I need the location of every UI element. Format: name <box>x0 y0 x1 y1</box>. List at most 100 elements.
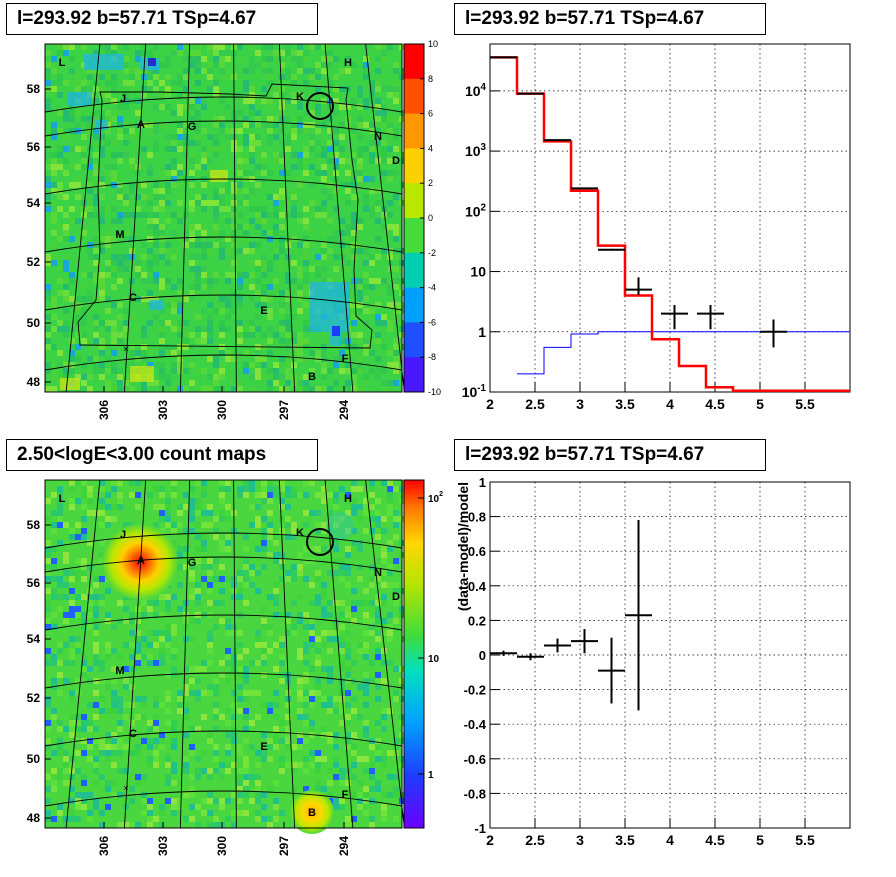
map-pixel <box>393 486 399 492</box>
map-pixel <box>261 122 267 128</box>
map-pixel <box>237 128 243 134</box>
map-pixel <box>273 678 279 684</box>
map-pixel <box>69 606 75 612</box>
y-tick-label: 54 <box>27 632 41 646</box>
map-pixel <box>249 86 255 92</box>
map-pixel <box>393 588 399 594</box>
map-pixel <box>165 380 171 386</box>
map-pixel <box>147 726 153 732</box>
map-pixel <box>375 122 381 128</box>
map-pixel <box>393 224 399 230</box>
map-pixel <box>243 332 249 338</box>
map-pixel <box>249 798 255 804</box>
map-pixel <box>123 44 129 50</box>
map-pixel <box>177 582 183 588</box>
map-pixel <box>51 314 57 320</box>
colorbar-frame <box>403 43 425 393</box>
map-pixel <box>81 516 87 522</box>
map-pixel <box>225 798 231 804</box>
map-pixel <box>351 374 357 380</box>
map-pixel <box>63 522 69 528</box>
map-pixel <box>255 660 261 666</box>
map-pixel <box>285 338 291 344</box>
map-pixel <box>327 194 333 200</box>
map-pixel <box>237 236 243 242</box>
map-pixel <box>369 762 375 768</box>
map-pixel <box>147 74 153 80</box>
map-pixel <box>255 326 261 332</box>
map-pixel <box>195 690 201 696</box>
map-pixel <box>243 158 249 164</box>
y-tick-label: 52 <box>27 255 41 269</box>
map-pixel <box>321 546 327 552</box>
map-pixel <box>135 636 141 642</box>
map-pixel <box>105 236 111 242</box>
map-pixel <box>165 56 171 62</box>
map-pixel <box>309 68 315 74</box>
map-pixel <box>117 134 123 140</box>
map-pixel <box>129 822 135 828</box>
map-pixel <box>285 44 291 50</box>
map-pixel <box>363 122 369 128</box>
map-pixel <box>45 660 51 666</box>
map-pixel <box>87 666 93 672</box>
map-pixel <box>63 368 69 374</box>
map-pixel <box>210 170 228 182</box>
map-pixel <box>249 326 255 332</box>
map-pixel <box>195 498 201 504</box>
map-pixel <box>123 62 129 68</box>
map-pixel <box>249 260 255 266</box>
map-pixel <box>369 86 375 92</box>
y-tick-label: 52 <box>27 691 41 705</box>
colorbar-tick-label: -2 <box>428 248 436 258</box>
map-pixel <box>357 218 363 224</box>
map-pixel <box>183 92 189 98</box>
map-pixel <box>201 272 207 278</box>
map-pixel <box>51 182 57 188</box>
map-pixel <box>93 68 99 74</box>
map-pixel <box>387 128 393 134</box>
map-pixel <box>117 804 123 810</box>
map-pixel <box>231 296 237 302</box>
x-tick-label: 2 <box>486 396 494 412</box>
map-pixel <box>375 374 381 380</box>
map-pixel <box>375 218 381 224</box>
map-pixel <box>111 236 117 242</box>
map-pixel <box>87 612 93 618</box>
map-pixel <box>273 558 279 564</box>
map-pixel <box>147 164 153 170</box>
map-pixel <box>243 134 249 140</box>
map-pixel <box>87 714 93 720</box>
map-pixel <box>303 152 309 158</box>
map-pixel <box>93 134 99 140</box>
map-pixel <box>315 594 321 600</box>
map-pixel <box>339 104 345 110</box>
x-tick-label: 2.5 <box>525 832 545 848</box>
map-pixel <box>297 152 303 158</box>
map-pixel <box>243 762 249 768</box>
map-pixel <box>195 128 201 134</box>
map-pixel <box>207 720 213 726</box>
map-pixel <box>309 350 315 356</box>
map-pixel <box>129 612 135 618</box>
map-pixel <box>219 122 225 128</box>
map-pixel <box>321 92 327 98</box>
map-pixel <box>213 798 219 804</box>
map-pixel <box>225 248 231 254</box>
map-pixel <box>135 338 141 344</box>
map-pixel <box>63 816 69 822</box>
map-pixel <box>75 236 81 242</box>
map-pixel <box>105 738 111 744</box>
map-pixel <box>45 498 51 504</box>
map-pixel <box>393 744 399 750</box>
map-pixel <box>237 672 243 678</box>
map-pixel <box>189 236 195 242</box>
map-pixel <box>45 744 51 750</box>
map-pixel <box>285 744 291 750</box>
map-pixel <box>117 212 123 218</box>
map-pixel <box>261 516 267 522</box>
map-pixel <box>213 218 219 224</box>
map-pixel <box>135 504 141 510</box>
map-pixel <box>63 332 69 338</box>
map-pixel <box>153 314 159 320</box>
